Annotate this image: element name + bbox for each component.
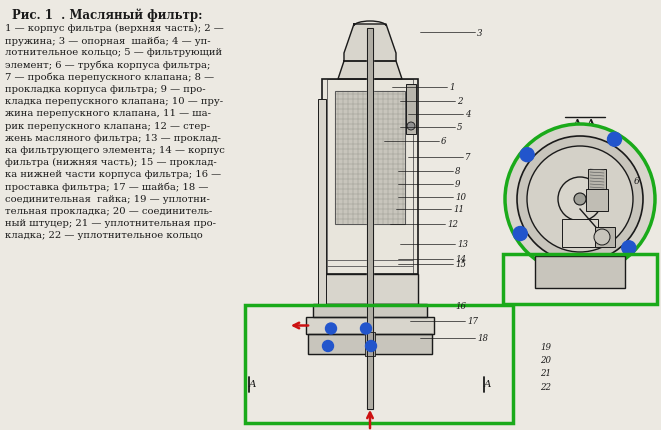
Bar (562, 219, 598, 247)
Text: А–А: А–А (573, 118, 597, 129)
Bar (245, 305, 513, 423)
Text: 9: 9 (455, 180, 461, 189)
Text: рик перепускного клапана; 12 — стер-: рик перепускного клапана; 12 — стер- (5, 121, 210, 130)
Bar (503, 255, 657, 304)
Text: A: A (249, 380, 256, 389)
Circle shape (325, 323, 336, 334)
Polygon shape (306, 317, 434, 334)
Polygon shape (344, 25, 396, 62)
Text: 22: 22 (540, 383, 551, 392)
Text: 5: 5 (457, 123, 463, 132)
Polygon shape (313, 304, 427, 317)
Text: 3: 3 (477, 28, 483, 37)
Text: 7: 7 (465, 153, 471, 162)
Text: 14: 14 (455, 255, 466, 264)
Text: 7 — пробка перепускного клапана; 8 —: 7 — пробка перепускного клапана; 8 — (5, 73, 214, 82)
Bar (335, 92, 405, 224)
Text: ка нижней части корпуса фильтра; 16 —: ка нижней части корпуса фильтра; 16 — (5, 170, 221, 179)
Circle shape (323, 341, 334, 352)
Text: A: A (485, 380, 492, 389)
Bar (322, 80, 418, 274)
Bar (318, 100, 326, 304)
Polygon shape (308, 334, 432, 354)
Text: 1 — корпус фильтра (верхняя часть); 2 —: 1 — корпус фильтра (верхняя часть); 2 — (5, 24, 224, 33)
Circle shape (517, 137, 643, 262)
Circle shape (558, 178, 602, 221)
Text: проставка фильтра; 17 — шайба; 18 —: проставка фильтра; 17 — шайба; 18 — (5, 182, 208, 192)
Circle shape (607, 133, 621, 147)
Text: кладка; 22 — уплотнительное кольцо: кладка; 22 — уплотнительное кольцо (5, 231, 203, 240)
Bar (406, 85, 416, 135)
Bar (327, 80, 413, 274)
Text: 16: 16 (455, 302, 466, 311)
Circle shape (505, 125, 655, 274)
Text: лотнительное кольцо; 5 — фильтрующий: лотнительное кольцо; 5 — фильтрующий (5, 48, 222, 57)
Circle shape (360, 323, 371, 334)
Bar (595, 227, 615, 247)
Text: 11: 11 (453, 205, 464, 214)
Bar (306, 317, 434, 334)
Text: Рис. 1  . Масляный фильтр:: Рис. 1 . Масляный фильтр: (12, 9, 202, 22)
Polygon shape (367, 29, 373, 409)
Text: 8: 8 (455, 167, 461, 176)
Text: 15: 15 (455, 260, 466, 269)
Bar (535, 256, 625, 289)
Polygon shape (322, 80, 418, 274)
Circle shape (513, 227, 527, 241)
Circle shape (594, 230, 610, 246)
Text: 18: 18 (477, 334, 488, 343)
Bar (367, 29, 373, 409)
Circle shape (574, 194, 586, 206)
Text: 20: 20 (540, 356, 551, 365)
Circle shape (520, 148, 534, 162)
Text: жина перепускного клапана, 11 — ша-: жина перепускного клапана, 11 — ша- (5, 109, 211, 118)
Polygon shape (338, 62, 402, 80)
Text: 10: 10 (455, 193, 466, 202)
Text: 1: 1 (449, 83, 455, 92)
Circle shape (366, 342, 374, 350)
Text: 12: 12 (447, 220, 458, 229)
Bar (588, 169, 606, 190)
Text: 21: 21 (540, 369, 551, 378)
Text: ный штуцер; 21 — уплотнительная про-: ный штуцер; 21 — уплотнительная про- (5, 219, 216, 227)
Text: ка фильтрующего элемента; 14 — корпус: ка фильтрующего элемента; 14 — корпус (5, 146, 225, 155)
Polygon shape (322, 274, 418, 304)
Text: 2: 2 (457, 97, 463, 106)
Bar (313, 304, 427, 317)
Text: 17: 17 (467, 317, 478, 326)
Text: 19: 19 (540, 343, 551, 352)
Circle shape (366, 341, 377, 352)
Text: 13: 13 (457, 240, 468, 249)
Text: элемент; 6 — трубка корпуса фильтра;: элемент; 6 — трубка корпуса фильтра; (5, 61, 210, 70)
Text: соединительная  гайка; 19 — уплотни-: соединительная гайка; 19 — уплотни- (5, 194, 210, 203)
Text: фильтра (нижняя часть); 15 — проклад-: фильтра (нижняя часть); 15 — проклад- (5, 158, 217, 167)
Text: тельная прокладка; 20 — соединитель-: тельная прокладка; 20 — соединитель- (5, 206, 212, 215)
Text: прокладка корпуса фильтра; 9 — про-: прокладка корпуса фильтра; 9 — про- (5, 85, 206, 94)
Circle shape (622, 241, 636, 255)
Bar (365, 332, 375, 356)
Polygon shape (335, 92, 405, 224)
Text: 6: 6 (441, 137, 446, 146)
Bar (322, 274, 418, 304)
Circle shape (407, 123, 415, 131)
Text: кладка перепускного клапана; 10 — пру-: кладка перепускного клапана; 10 — пру- (5, 97, 223, 106)
Text: пружина; 3 — опорная  шайба; 4 — уп-: пружина; 3 — опорная шайба; 4 — уп- (5, 36, 211, 46)
Text: жень масляного фильтра; 13 — проклад-: жень масляного фильтра; 13 — проклад- (5, 133, 221, 142)
Text: 6: 6 (634, 177, 640, 186)
Bar (586, 190, 608, 212)
Bar (308, 334, 432, 354)
Circle shape (527, 147, 633, 252)
Text: 4: 4 (465, 110, 471, 119)
